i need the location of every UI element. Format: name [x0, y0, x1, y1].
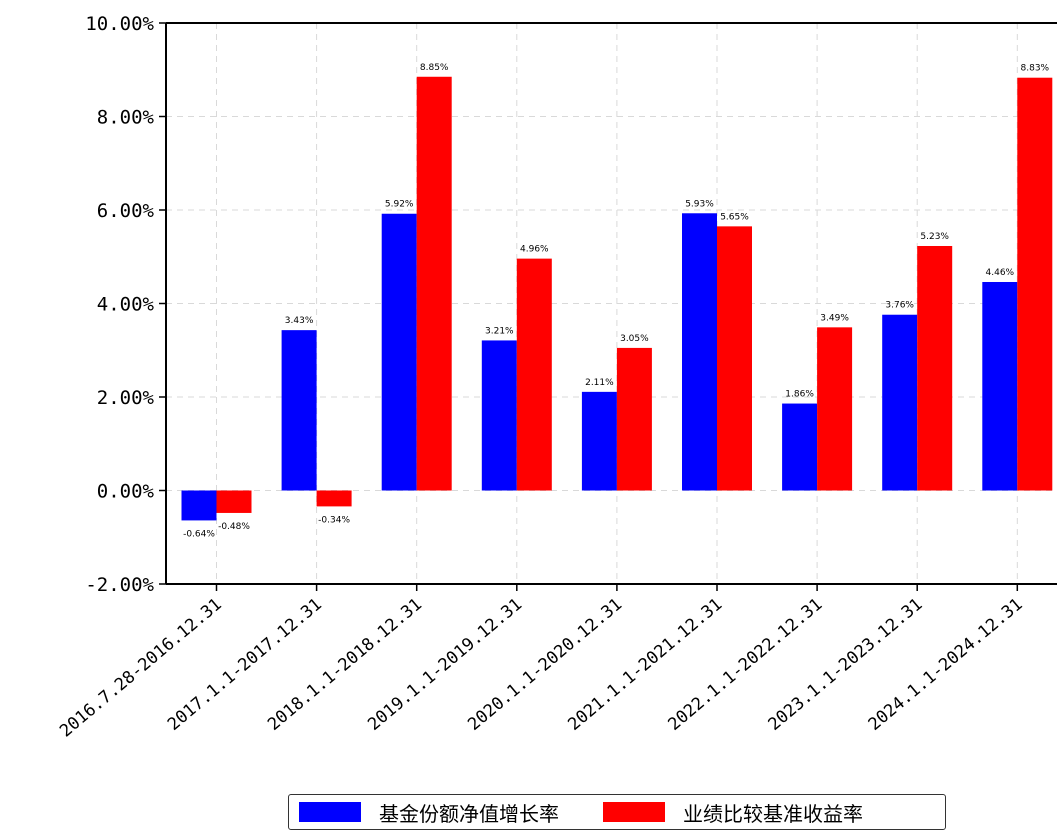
data-labels: -0.64%-0.48% 3.43% -0.34% 5.92% 8.85% 3.21% 4.… — [183, 63, 1049, 540]
y-tick-label: 6.00% — [97, 200, 155, 222]
data-label: 8.83% — [1021, 64, 1050, 74]
data-label: 5.23% — [920, 232, 949, 242]
bar-fund — [181, 490, 217, 521]
bar-fund — [381, 213, 417, 491]
y-tick-label: 10.00% — [85, 13, 154, 35]
bar-benchmark — [316, 490, 352, 507]
bar-fund — [982, 281, 1018, 491]
data-label: -0.48% — [218, 522, 250, 532]
bar-fund — [481, 340, 517, 491]
bar-benchmark — [1017, 77, 1053, 491]
data-label: 4.96% — [520, 245, 549, 255]
data-label: 4.46% — [986, 268, 1015, 278]
data-label: 2.11% — [585, 378, 614, 388]
bar-fund — [682, 213, 717, 491]
legend-item-benchmark: 业绩比较基准收益率 — [603, 798, 863, 827]
data-label: 1.86% — [785, 390, 814, 400]
y-tick-label: 2.00% — [97, 387, 155, 409]
bar-benchmark — [717, 226, 752, 491]
bar-benchmark — [817, 327, 853, 491]
y-tick-label: 0.00% — [97, 481, 155, 503]
data-label: 3.76% — [885, 301, 914, 311]
data-label: 3.05% — [620, 334, 649, 344]
legend-swatch-benchmark — [603, 802, 665, 822]
data-label: 3.49% — [820, 313, 849, 323]
legend: 基金份额净值增长率 业绩比较基准收益率 — [288, 794, 946, 830]
data-label: 5.93% — [685, 199, 714, 209]
data-label: 5.65% — [720, 212, 749, 222]
y-tick-label: -2.00% — [85, 574, 154, 596]
bar-fund — [782, 403, 818, 491]
legend-item-fund: 基金份额净值增长率 — [299, 798, 559, 827]
data-label: 5.92% — [385, 200, 414, 210]
bar-benchmark — [216, 490, 252, 513]
bar-fund — [581, 391, 617, 491]
data-label: -0.34% — [318, 515, 350, 525]
legend-swatch-fund — [299, 802, 361, 822]
bar-benchmark — [416, 76, 452, 491]
x-tick-label: 2016.7.28-2016.12.31 — [56, 595, 226, 742]
bar-benchmark — [616, 347, 652, 491]
data-label: 3.21% — [485, 326, 514, 336]
bar-fund — [882, 314, 918, 491]
bar-benchmark — [917, 245, 953, 491]
bar-fund — [281, 330, 317, 491]
data-label: 8.85% — [420, 63, 449, 73]
legend-label-benchmark: 业绩比较基准收益率 — [683, 801, 863, 826]
data-label: -0.64% — [183, 529, 215, 539]
legend-label-fund: 基金份额净值增长率 — [379, 801, 559, 826]
y-tick-label: 8.00% — [97, 107, 155, 129]
axes — [159, 22, 1057, 591]
y-tick-labels: -2.00% 0.00% 2.00% 4.00% 6.00% 8.00% 10.00% — [85, 13, 154, 596]
bars — [181, 76, 1053, 521]
bar-benchmark — [516, 258, 552, 491]
x-tick-labels: 2016.7.28-2016.12.312017.1.1-2017.12.312… — [56, 595, 1026, 742]
data-label: 3.43% — [285, 316, 314, 326]
y-tick-label: 4.00% — [97, 294, 155, 316]
